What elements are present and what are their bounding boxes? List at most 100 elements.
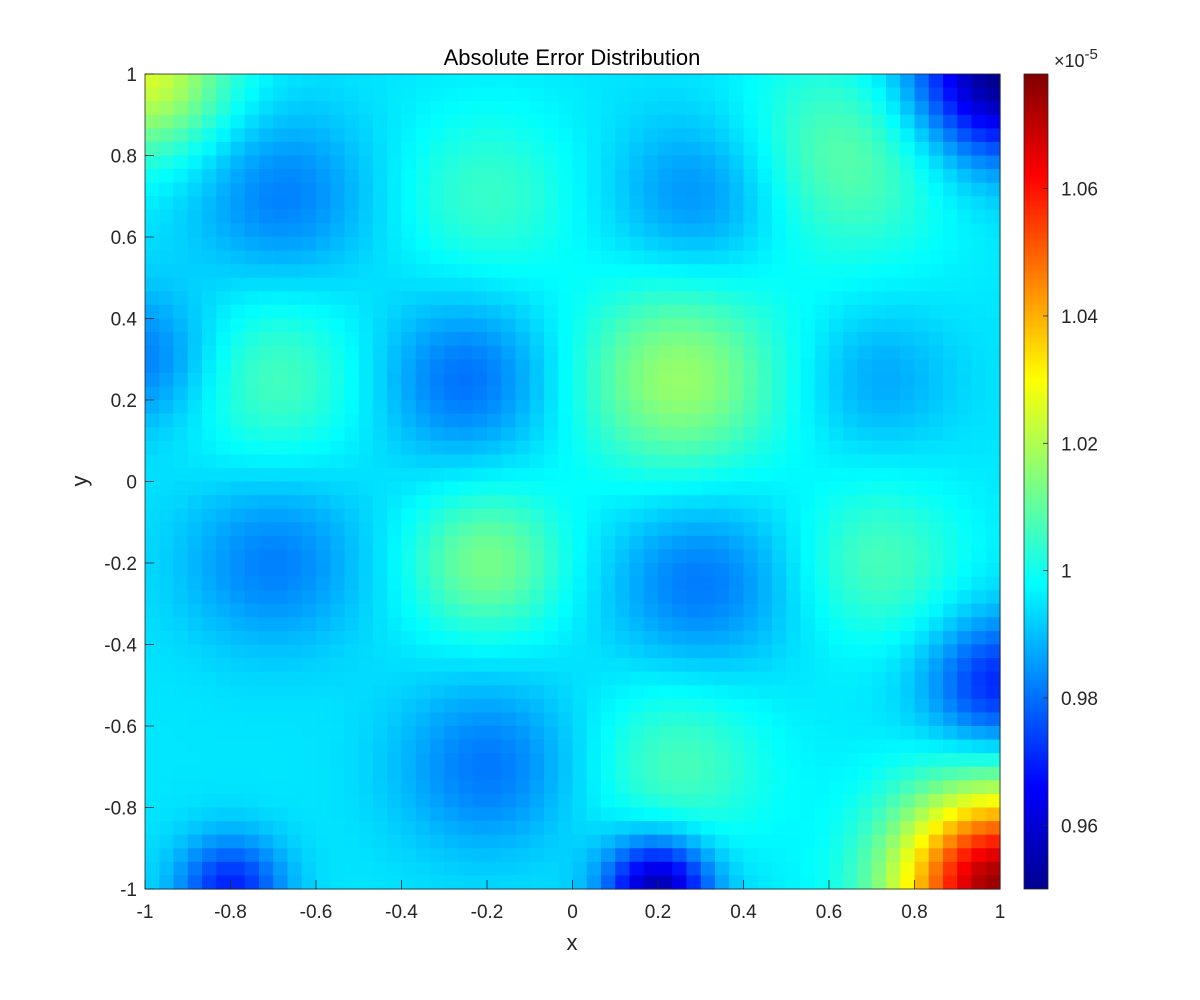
heatmap-cell [985, 359, 1001, 374]
heatmap-cell [501, 535, 517, 551]
heatmap-cell [458, 237, 474, 252]
heatmap-cell [700, 712, 716, 727]
heatmap-cell [886, 630, 901, 646]
heatmap-cell [430, 440, 445, 455]
heatmap-cell [985, 861, 1001, 877]
heatmap-cell [344, 780, 360, 795]
heatmap-cell [387, 481, 403, 496]
heatmap-cell [686, 508, 702, 523]
heatmap-cell [316, 834, 331, 849]
heatmap-cell [187, 603, 203, 618]
heatmap-cell [216, 848, 232, 863]
heatmap-cell [529, 87, 545, 102]
heatmap-cell [615, 454, 631, 469]
heatmap-cell [373, 576, 388, 591]
heatmap-cell [843, 304, 859, 320]
heatmap-cell [672, 332, 688, 347]
heatmap-cell [287, 169, 303, 184]
heatmap-cell [772, 359, 787, 374]
heatmap-cell [230, 726, 246, 741]
heatmap-cell [344, 264, 360, 279]
heatmap-cell [672, 821, 688, 836]
heatmap-cell [444, 155, 460, 170]
heatmap-cell [430, 603, 445, 618]
heatmap-cell [886, 726, 901, 741]
heatmap-cell [943, 182, 958, 197]
heatmap-cell [216, 576, 232, 591]
heatmap-cell [458, 74, 474, 89]
heatmap-cell [301, 495, 317, 510]
heatmap-cell [586, 644, 602, 659]
heatmap-cell [401, 861, 417, 877]
heatmap-cell [401, 848, 417, 863]
heatmap-cell [558, 630, 574, 646]
heatmap-cell [871, 590, 887, 605]
heatmap-cell [529, 318, 545, 333]
heatmap-cell [344, 726, 360, 741]
heatmap-cell [472, 400, 488, 415]
heatmap-cell [729, 304, 745, 320]
heatmap-cell [886, 834, 901, 849]
heatmap-cell [686, 128, 702, 143]
heatmap-cell [415, 454, 431, 469]
heatmap-cell [501, 766, 517, 781]
heatmap-cell [786, 440, 802, 455]
heatmap-cell [145, 74, 160, 89]
heatmap-cell [558, 332, 574, 347]
heatmap-cell [914, 495, 930, 510]
heatmap-cell [544, 780, 559, 795]
heatmap-cell [373, 291, 388, 306]
heatmap-cell [230, 400, 246, 415]
heatmap-cell [387, 698, 403, 714]
heatmap-cell [458, 753, 474, 768]
heatmap-cell [829, 590, 844, 605]
heatmap-cell [387, 277, 403, 292]
heatmap-cell [829, 87, 844, 102]
heatmap-cell [444, 264, 460, 279]
heatmap-cell [886, 182, 901, 197]
heatmap-cell [373, 671, 388, 686]
heatmap-cell [900, 522, 916, 537]
heatmap-cell [928, 264, 944, 279]
heatmap-cell [786, 522, 802, 537]
heatmap-cell [857, 658, 873, 673]
heatmap-cell [757, 87, 773, 102]
y-tick-label: 0.4 [111, 310, 138, 331]
heatmap-cell [202, 454, 217, 469]
heatmap-cell [871, 793, 887, 809]
heatmap-cell [259, 264, 274, 279]
heatmap-cell [401, 807, 417, 822]
heatmap-cell [216, 291, 232, 306]
heatmap-cell [672, 712, 688, 727]
heatmap-cell [886, 848, 901, 863]
heatmap-cell [387, 821, 403, 836]
heatmap-cell [672, 440, 688, 455]
heatmap-cell [358, 834, 374, 849]
heatmap-cell [244, 821, 260, 836]
heatmap-cell [544, 481, 559, 496]
heatmap-cell [287, 671, 303, 686]
heatmap-cell [615, 237, 631, 252]
heatmap-cell [729, 182, 745, 197]
heatmap-cell [686, 848, 702, 863]
heatmap-cell [145, 196, 160, 211]
heatmap-cell [700, 563, 716, 578]
heatmap-cell [344, 250, 360, 265]
heatmap-cell [202, 780, 217, 795]
heatmap-cell [643, 372, 659, 388]
heatmap-cell [715, 427, 730, 442]
heatmap-cell [544, 590, 559, 605]
heatmap-cell [743, 413, 759, 428]
heatmap-cell [572, 386, 588, 401]
heatmap-cell [187, 685, 203, 700]
heatmap-cell [401, 264, 417, 279]
heatmap-cell [729, 495, 745, 510]
heatmap-cell [301, 467, 317, 483]
heatmap-cell [344, 712, 360, 727]
heatmap-cell [886, 237, 901, 252]
heatmap-cell [316, 345, 331, 360]
heatmap-cell [800, 101, 816, 116]
heatmap-cell [743, 821, 759, 836]
heatmap-cell [544, 318, 559, 333]
heatmap-cell [344, 861, 360, 877]
